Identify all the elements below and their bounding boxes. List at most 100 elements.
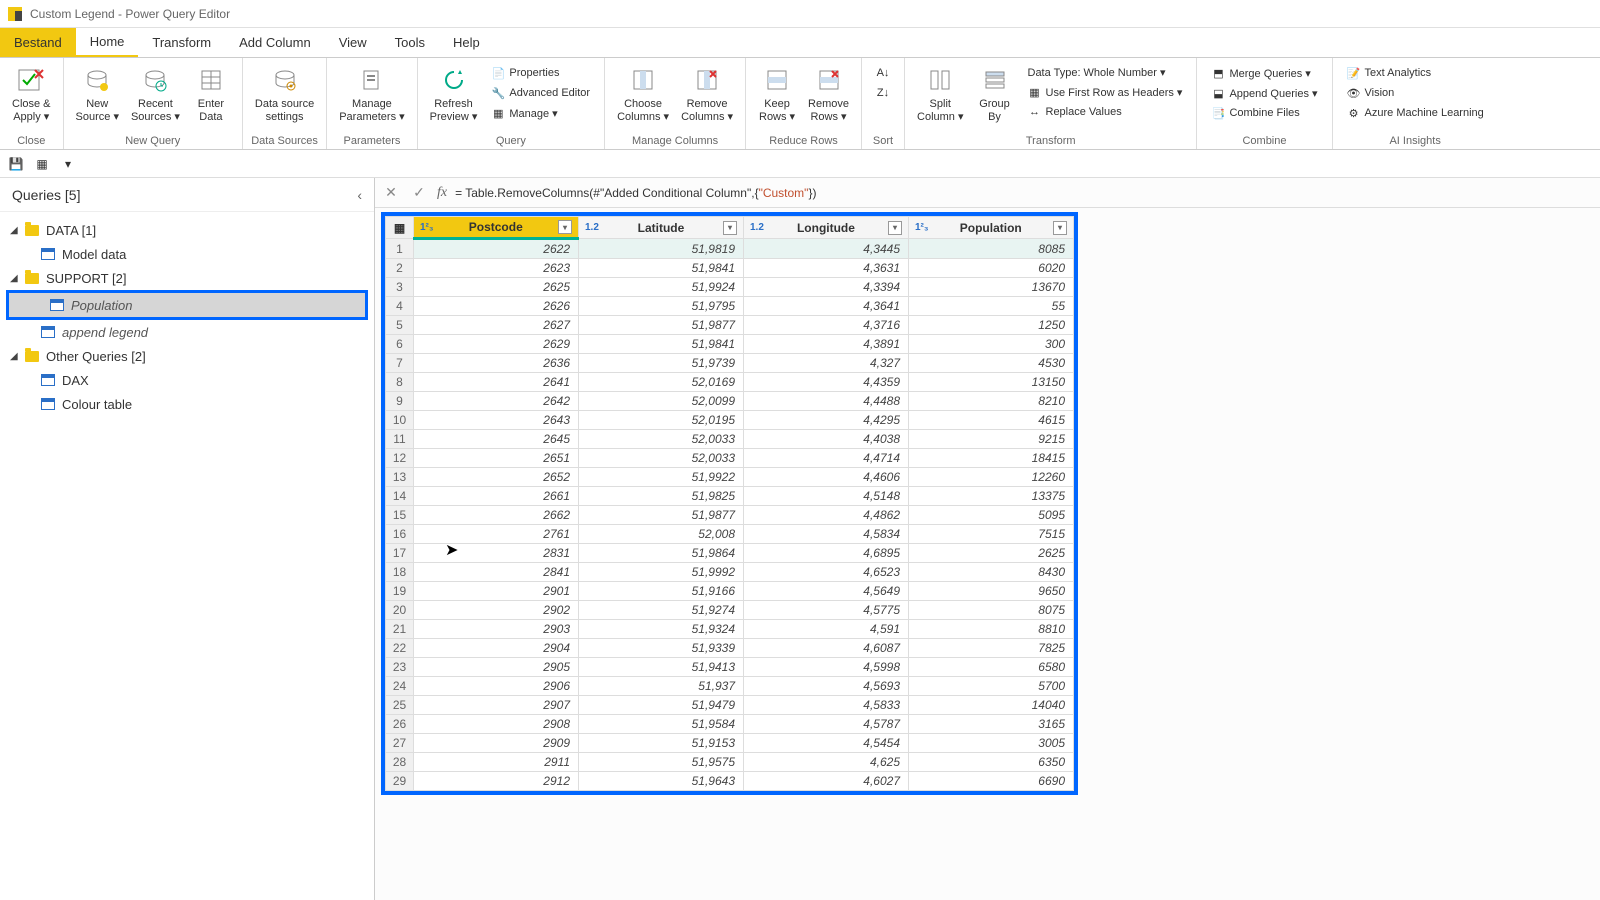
data-cell[interactable]: 4,5693: [744, 677, 909, 696]
data-cell[interactable]: 3165: [909, 715, 1074, 734]
data-cell[interactable]: 2645: [414, 430, 579, 449]
row-number[interactable]: 15: [386, 506, 414, 525]
combine-files-button[interactable]: 📑Combine Files: [1207, 104, 1321, 122]
data-cell[interactable]: 51,9166: [579, 582, 744, 601]
data-cell[interactable]: 51,9339: [579, 639, 744, 658]
folder-item[interactable]: ◢SUPPORT [2]: [0, 266, 374, 290]
data-cell[interactable]: 2907: [414, 696, 579, 715]
data-cell[interactable]: 52,0169: [579, 373, 744, 392]
data-type-button[interactable]: Data Type: Whole Number ▾: [1024, 64, 1187, 81]
replace-values-button[interactable]: ↔Replace Values: [1024, 103, 1187, 121]
filter-icon[interactable]: ▾: [723, 221, 737, 235]
data-cell[interactable]: 6020: [909, 259, 1074, 278]
data-cell[interactable]: 51,9877: [579, 506, 744, 525]
data-cell[interactable]: 2841: [414, 563, 579, 582]
data-cell[interactable]: 52,0099: [579, 392, 744, 411]
enter-data-button[interactable]: Enter Data: [186, 62, 236, 126]
recent-sources-button[interactable]: Recent Sources ▾: [125, 62, 186, 126]
qat-dropdown[interactable]: ▾: [58, 154, 78, 174]
data-cell[interactable]: 2642: [414, 392, 579, 411]
row-number[interactable]: 23: [386, 658, 414, 677]
query-item[interactable]: Model data: [0, 242, 374, 266]
data-cell[interactable]: 51,9274: [579, 601, 744, 620]
data-cell[interactable]: 2903: [414, 620, 579, 639]
data-cell[interactable]: 55: [909, 297, 1074, 316]
data-cell[interactable]: 2911: [414, 753, 579, 772]
data-cell[interactable]: 2626: [414, 297, 579, 316]
data-cell[interactable]: 51,9575: [579, 753, 744, 772]
data-cell[interactable]: 51,9324: [579, 620, 744, 639]
data-cell[interactable]: 4,6523: [744, 563, 909, 582]
data-cell[interactable]: 51,9992: [579, 563, 744, 582]
data-cell[interactable]: 2902: [414, 601, 579, 620]
data-cell[interactable]: 52,0033: [579, 449, 744, 468]
data-cell[interactable]: 8085: [909, 239, 1074, 259]
data-cell[interactable]: 51,9643: [579, 772, 744, 791]
data-cell[interactable]: 4,4714: [744, 449, 909, 468]
data-cell[interactable]: 51,9924: [579, 278, 744, 297]
data-grid[interactable]: ▦1²₃Postcode▾1.2Latitude▾1.2Longitude▾1²…: [385, 216, 1074, 791]
row-number[interactable]: 21: [386, 620, 414, 639]
data-cell[interactable]: 13150: [909, 373, 1074, 392]
data-cell[interactable]: 4,3631: [744, 259, 909, 278]
column-header[interactable]: 1²₃Postcode▾: [414, 217, 579, 239]
row-number[interactable]: 10: [386, 411, 414, 430]
row-number[interactable]: 9: [386, 392, 414, 411]
data-cell[interactable]: 4,5649: [744, 582, 909, 601]
data-cell[interactable]: 2627: [414, 316, 579, 335]
remove-columns-button[interactable]: Remove Columns ▾: [675, 62, 739, 126]
data-cell[interactable]: 2901: [414, 582, 579, 601]
data-cell[interactable]: 2908: [414, 715, 579, 734]
data-cell[interactable]: 2761: [414, 525, 579, 544]
filter-icon[interactable]: ▾: [558, 220, 572, 234]
first-row-headers-button[interactable]: ▦Use First Row as Headers ▾: [1024, 83, 1187, 101]
data-cell[interactable]: 4,5834: [744, 525, 909, 544]
data-cell[interactable]: 4,327: [744, 354, 909, 373]
data-cell[interactable]: 18415: [909, 449, 1074, 468]
data-cell[interactable]: 8210: [909, 392, 1074, 411]
data-cell[interactable]: 4,591: [744, 620, 909, 639]
data-cell[interactable]: 2905: [414, 658, 579, 677]
data-cell[interactable]: 4,5787: [744, 715, 909, 734]
data-cell[interactable]: 51,9413: [579, 658, 744, 677]
data-cell[interactable]: 6580: [909, 658, 1074, 677]
sort-asc-button[interactable]: A↓: [872, 64, 894, 82]
data-cell[interactable]: 4,5148: [744, 487, 909, 506]
data-cell[interactable]: 52,008: [579, 525, 744, 544]
save-button[interactable]: 💾: [6, 154, 26, 174]
data-cell[interactable]: 4,4295: [744, 411, 909, 430]
data-cell[interactable]: 2643: [414, 411, 579, 430]
row-number[interactable]: 19: [386, 582, 414, 601]
group-by-button[interactable]: Group By: [970, 62, 1020, 126]
menu-add-column[interactable]: Add Column: [225, 28, 325, 57]
data-cell[interactable]: 51,9819: [579, 239, 744, 259]
data-cell[interactable]: 2652: [414, 468, 579, 487]
row-number[interactable]: 8: [386, 373, 414, 392]
data-cell[interactable]: 2906: [414, 677, 579, 696]
refresh-preview-button[interactable]: Refresh Preview ▾: [424, 62, 484, 126]
data-cell[interactable]: 8430: [909, 563, 1074, 582]
data-cell[interactable]: 4,3891: [744, 335, 909, 354]
data-cell[interactable]: 51,9795: [579, 297, 744, 316]
menu-transform[interactable]: Transform: [138, 28, 225, 57]
row-number[interactable]: 1: [386, 239, 414, 259]
data-cell[interactable]: 2641: [414, 373, 579, 392]
remove-rows-button[interactable]: Remove Rows ▾: [802, 62, 855, 126]
choose-columns-button[interactable]: Choose Columns ▾: [611, 62, 675, 126]
data-cell[interactable]: 4,3716: [744, 316, 909, 335]
data-cell[interactable]: 4,3394: [744, 278, 909, 297]
folder-item[interactable]: ◢Other Queries [2]: [0, 344, 374, 368]
row-number[interactable]: 25: [386, 696, 414, 715]
filter-icon[interactable]: ▾: [888, 221, 902, 235]
data-cell[interactable]: 2661: [414, 487, 579, 506]
data-cell[interactable]: 51,9864: [579, 544, 744, 563]
append-queries-button[interactable]: ⬓Append Queries ▾: [1207, 84, 1321, 102]
row-number[interactable]: 27: [386, 734, 414, 753]
data-cell[interactable]: 6690: [909, 772, 1074, 791]
menu-help[interactable]: Help: [439, 28, 494, 57]
data-cell[interactable]: 2909: [414, 734, 579, 753]
data-cell[interactable]: 3005: [909, 734, 1074, 753]
data-cell[interactable]: 1250: [909, 316, 1074, 335]
manage-button[interactable]: ▦Manage ▾: [487, 104, 594, 122]
row-number[interactable]: 16: [386, 525, 414, 544]
